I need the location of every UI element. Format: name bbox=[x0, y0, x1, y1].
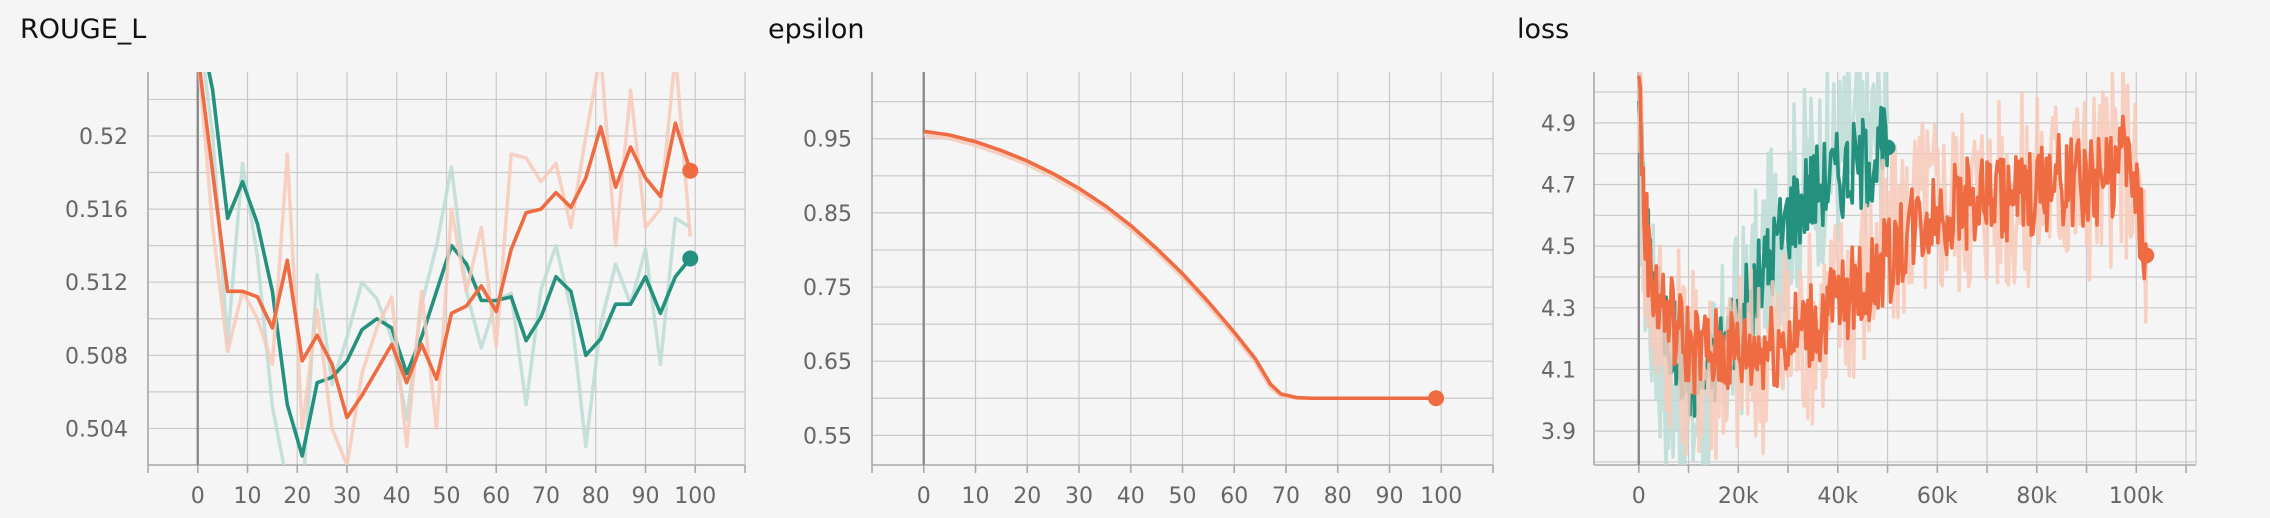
x-tick-label: 60 bbox=[482, 484, 510, 509]
chart-2: 3.9 4.1 4.3 4.5 4.7 4.9 0 20k 40k 60k 80k 100k bbox=[1541, 72, 2197, 509]
x-tick-label: 70 bbox=[1272, 484, 1300, 509]
x-tick-label: 0 bbox=[1632, 484, 1646, 509]
y-tick-label: 0.95 bbox=[803, 128, 852, 153]
chart-title-rouge: ROUGE_L bbox=[20, 14, 147, 45]
x-tick-label: 80 bbox=[582, 484, 610, 509]
x-tick-label: 100 bbox=[1420, 484, 1462, 509]
series-raw-line bbox=[202, 72, 692, 465]
y-tick-label: 4.9 bbox=[1541, 112, 1576, 137]
y-tick-label: 0.516 bbox=[65, 198, 128, 223]
x-tick-label: 10 bbox=[962, 484, 990, 509]
x-tick-label: 20 bbox=[283, 484, 311, 509]
x-tick-label: 20k bbox=[1718, 484, 1759, 509]
plot-area bbox=[197, 72, 693, 465]
series-smoothed-line bbox=[923, 129, 1437, 401]
x-tick-label: 50 bbox=[433, 484, 461, 509]
chart-1: 0.55 0.65 0.75 0.85 0.95 0 10 20 30 40 50 60 70 80 90 1… bbox=[803, 72, 1494, 509]
series-end-point bbox=[2138, 247, 2155, 264]
plot-area bbox=[1636, 72, 2149, 465]
x-tick-label: 80k bbox=[2016, 484, 2057, 509]
y-tick-label: 3.9 bbox=[1541, 420, 1576, 445]
y-tick-label: 0.512 bbox=[65, 271, 128, 296]
x-tick-label: 90 bbox=[1376, 484, 1404, 509]
x-tick-label: 90 bbox=[632, 484, 660, 509]
series-smoothed-line bbox=[207, 72, 692, 458]
y-tick-label: 4.1 bbox=[1541, 358, 1576, 383]
y-tick-label: 0.75 bbox=[803, 276, 852, 301]
series-end-point bbox=[682, 162, 699, 179]
x-tick-label: 60 bbox=[1220, 484, 1248, 509]
x-tick-label: 60k bbox=[1917, 484, 1958, 509]
series-raw-line bbox=[923, 133, 1437, 401]
chart-title-loss: loss bbox=[1517, 14, 1570, 45]
x-tick-label: 0 bbox=[191, 484, 205, 509]
x-tick-label: 40 bbox=[1117, 484, 1145, 509]
x-tick-label: 30 bbox=[333, 484, 361, 509]
chart-0: 0.504 0.508 0.512 0.516 0.52 0 10 20 30 40 50 60 70 8… bbox=[65, 72, 746, 509]
x-tick-label: 100 bbox=[674, 484, 716, 509]
y-tick-label: 0.508 bbox=[65, 344, 128, 369]
plot-area bbox=[923, 129, 1437, 401]
x-tick-label: 100k bbox=[2109, 484, 2164, 509]
y-tick-label: 4.3 bbox=[1541, 297, 1576, 322]
y-tick-label: 4.7 bbox=[1541, 174, 1576, 199]
x-tick-label: 40k bbox=[1817, 484, 1858, 509]
chart-title-epsilon: epsilon bbox=[768, 14, 865, 45]
x-tick-label: 0 bbox=[917, 484, 931, 509]
y-tick-label: 4.5 bbox=[1541, 235, 1576, 260]
y-tick-label: 0.55 bbox=[803, 424, 852, 449]
y-tick-label: 0.504 bbox=[65, 417, 128, 442]
y-tick-label: 0.65 bbox=[803, 350, 852, 375]
x-tick-label: 20 bbox=[1013, 484, 1041, 509]
y-tick-label: 0.85 bbox=[803, 202, 852, 227]
x-tick-label: 40 bbox=[383, 484, 411, 509]
x-tick-label: 50 bbox=[1169, 484, 1197, 509]
x-tick-label: 10 bbox=[234, 484, 262, 509]
series-end-point bbox=[1428, 390, 1445, 407]
series-end-point bbox=[1879, 139, 1896, 156]
series-smoothed-line bbox=[1636, 75, 2149, 396]
y-tick-label: 0.52 bbox=[79, 125, 128, 150]
x-tick-label: 70 bbox=[532, 484, 560, 509]
x-tick-label: 80 bbox=[1324, 484, 1352, 509]
x-tick-label: 30 bbox=[1065, 484, 1093, 509]
series-end-point bbox=[682, 250, 699, 267]
series-smoothed-line bbox=[198, 72, 692, 420]
